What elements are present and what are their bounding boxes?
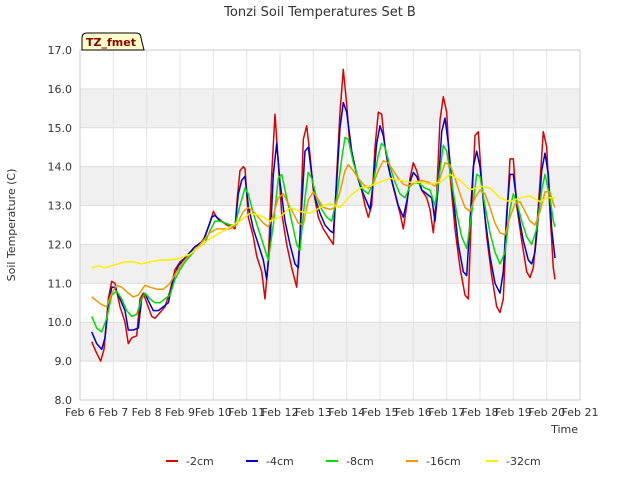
legend-item: -32cm [486,455,541,468]
y-tick-label: 9.0 [55,355,73,368]
x-tick-label: Feb 18 [462,406,499,419]
y-tick-label: 12.0 [48,238,73,251]
y-tick-label: 10.0 [48,316,73,329]
plot-frame [79,49,581,401]
tag-label: TZ_fmet [86,36,136,49]
x-tick-label: Feb 6 [65,406,95,419]
tag-box [81,32,145,51]
legend-item: -4cm [246,455,294,468]
y-tick-label: 15.0 [48,122,73,135]
x-tick-label: Feb 20 [528,406,565,419]
x-tick-label: Feb 11 [228,406,265,419]
x-tick-label: Feb 13 [295,406,332,419]
legend-label: -4cm [266,455,294,468]
x-tick-label: Feb 7 [98,406,128,419]
x-tick-label: Feb 16 [395,406,432,419]
x-axis-label: Time [550,423,578,436]
series-group [91,68,556,362]
y-tick-labels: 8.0 9.0 10.0 11.0 12.0 13.0 14.0 15.0 16.0 17.0 [48,44,73,407]
legend-label: -2cm [186,455,214,468]
x-tick-label: Feb 19 [495,406,532,419]
legend-label: -32cm [506,455,541,468]
grid-bands [80,88,580,362]
legend-label: -8cm [346,455,374,468]
grid-band [80,322,580,362]
y-tick-label: 17.0 [48,44,73,57]
grid-band [80,166,580,206]
y-tick-label: 11.0 [48,277,73,290]
x-tick-label: Feb 15 [362,406,399,419]
series-line-32cm [91,173,555,269]
chart-title: Tonzi Soil Temperatures Set B [223,5,416,20]
y-tick-label: 16.0 [48,83,73,96]
y-axis-label: Soil Temperature (C) [5,169,18,282]
x-tick-label: Feb 8 [132,406,162,419]
x-tick-label: Feb 14 [328,406,365,419]
x-tick-label: Feb 21 [562,406,599,419]
legend-label: -16cm [426,455,461,468]
x-tick-label: Feb 12 [262,406,299,419]
legend: -2cm -4cm -8cm -16cm -32cm [166,455,541,468]
grid-band [80,244,580,284]
x-tick-label: Feb 9 [165,406,195,419]
x-tick-label: Feb 17 [428,406,465,419]
grid-band [80,88,580,128]
x-tick-label: Feb 10 [195,406,232,419]
y-tick-label: 8.0 [55,394,73,407]
legend-item: -16cm [406,455,461,468]
series-line-4cm [91,101,556,351]
y-tick-label: 14.0 [48,161,73,174]
y-tick-label: 13.0 [48,200,73,213]
series-line-16cm [91,160,556,308]
tag-badge: TZ_fmet [81,32,145,51]
legend-item: -8cm [326,455,374,468]
legend-item: -2cm [166,455,214,468]
